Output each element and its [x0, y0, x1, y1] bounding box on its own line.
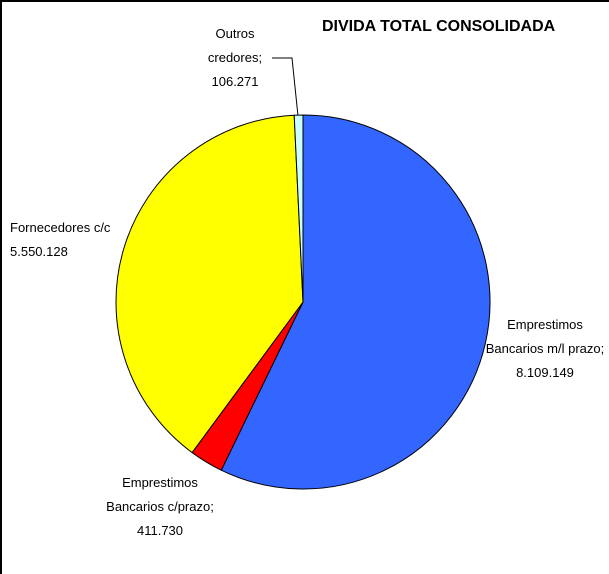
- slice-label: Emprestimos Bancarios c/prazo; 411.730: [100, 471, 220, 543]
- pie-slice: [220, 114, 491, 490]
- chart-title: DIVIDA TOTAL CONSOLIDADA: [322, 18, 556, 35]
- value-label: 8.109.149: [516, 365, 574, 380]
- slice-label: Emprestimos Bancarios m/l prazo; 8.109.1…: [480, 313, 609, 385]
- category-label: Emprestimos Bancarios m/l prazo;: [485, 317, 605, 356]
- leader-line: [272, 57, 299, 117]
- slice-label: Outros credores; 106.271: [190, 22, 280, 94]
- category-label: Emprestimos Bancarios c/prazo;: [106, 475, 214, 514]
- value-label: 5.550.128: [10, 244, 68, 259]
- category-label: Fornecedores c/c: [10, 220, 111, 235]
- pie-slice: [293, 114, 304, 303]
- slice-label: Fornecedores c/c 5.550.128: [10, 216, 120, 264]
- value-label: 411.730: [136, 523, 184, 538]
- value-label: 106.271: [211, 74, 259, 89]
- pie-slice: [115, 114, 304, 454]
- category-label: Outros credores;: [207, 26, 263, 65]
